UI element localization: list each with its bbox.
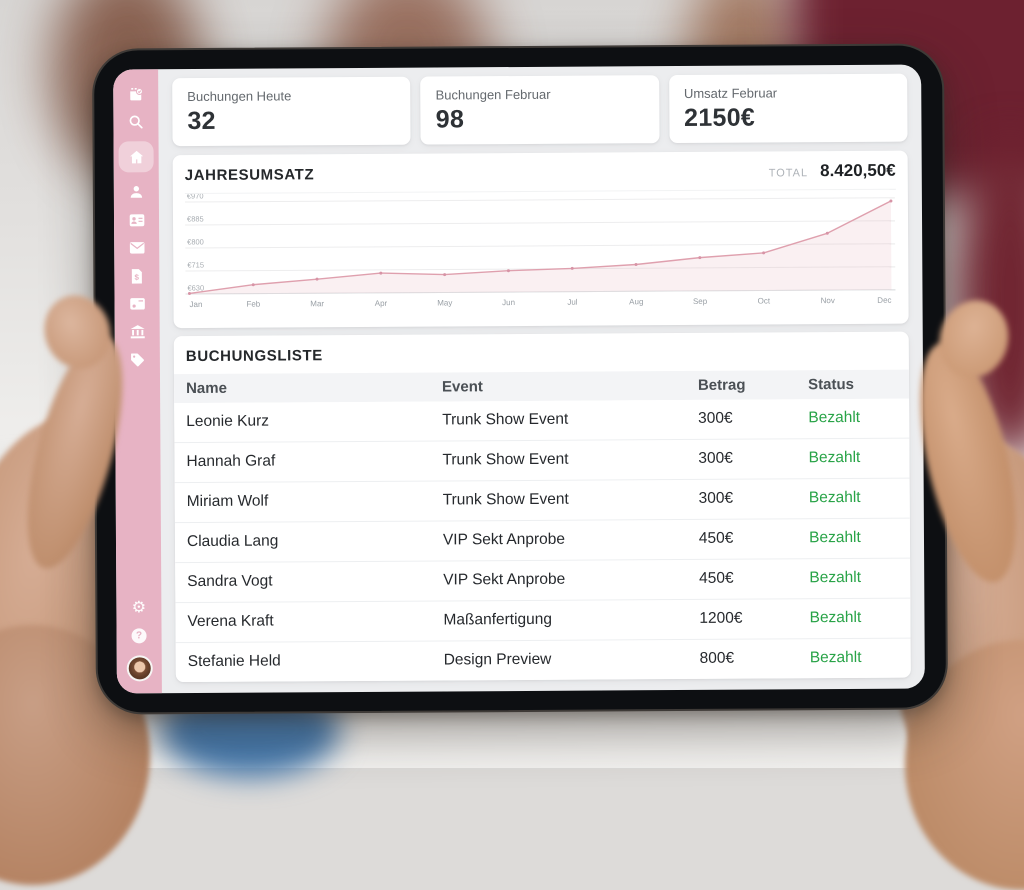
stat-value: 32	[187, 106, 396, 136]
cell-betrag: 1200€	[699, 609, 809, 628]
sidebar-bottom-group: ⚙ ?	[126, 600, 152, 681]
cell-status: Bezahlt	[809, 489, 898, 508]
cell-status: Bezahlt	[810, 609, 899, 628]
cell-status: Bezahlt	[809, 449, 898, 468]
svg-text:Jun: Jun	[502, 298, 515, 307]
stat-label: Buchungen Februar	[436, 86, 644, 102]
cell-betrag: 300€	[698, 449, 808, 468]
contacts-card-icon[interactable]	[128, 211, 145, 228]
stat-card-umsatz-februar: Umsatz Februar 2150€	[669, 74, 908, 143]
cell-betrag: 800€	[700, 649, 810, 668]
mail-icon[interactable]	[128, 239, 145, 256]
cell-event: Design Preview	[444, 650, 700, 670]
table-title: BUCHUNGSLISTE	[174, 334, 909, 374]
cell-name: Leonie Kurz	[186, 411, 442, 431]
cell-event: Trunk Show Event	[442, 450, 698, 470]
table-row[interactable]: Claudia Lang VIP Sekt Anprobe 450€ Bezah…	[175, 518, 910, 562]
customer-icon[interactable]	[128, 183, 145, 200]
cell-name: Miriam Wolf	[187, 491, 443, 511]
stat-value: 2150€	[684, 103, 893, 133]
buchungsliste-card: BUCHUNGSLISTE Name Event Betrag Status L…	[174, 332, 911, 682]
svg-text:Jan: Jan	[190, 300, 203, 309]
svg-text:May: May	[437, 298, 452, 307]
cell-name: Stefanie Held	[188, 651, 444, 671]
svg-text:Feb: Feb	[246, 300, 260, 309]
chart-header: JAHRESUMSATZ TOTAL 8.420,50€	[185, 161, 896, 194]
cell-betrag: 300€	[699, 489, 809, 508]
cell-event: VIP Sekt Anprobe	[443, 530, 699, 550]
settings-gear-icon[interactable]: ⚙	[132, 600, 146, 616]
cell-event: Trunk Show Event	[443, 490, 699, 510]
table-row[interactable]: Verena Kraft Maßanfertigung 1200€ Bezahl…	[175, 598, 910, 642]
svg-text:Apr: Apr	[375, 299, 388, 308]
column-header-event: Event	[442, 377, 698, 396]
svg-text:Jul: Jul	[567, 298, 578, 307]
column-header-name: Name	[186, 378, 442, 397]
svg-text:€800: €800	[187, 237, 204, 246]
svg-text:€885: €885	[187, 214, 204, 223]
help-icon[interactable]: ?	[132, 628, 147, 643]
column-header-betrag: Betrag	[698, 376, 808, 394]
svg-text:Sep: Sep	[693, 297, 708, 306]
bank-icon[interactable]	[129, 323, 146, 340]
profile-avatar[interactable]	[126, 655, 152, 681]
svg-text:Nov: Nov	[821, 296, 835, 305]
tablet-device: $ ⚙ ? Buchungen Heute 32	[92, 43, 948, 714]
stats-row: Buchungen Heute 32 Buchungen Februar 98 …	[172, 74, 907, 146]
table-row[interactable]: Sandra Vogt VIP Sekt Anprobe 450€ Bezahl…	[175, 558, 910, 602]
tag-icon[interactable]	[129, 351, 146, 368]
cell-betrag: 300€	[698, 409, 808, 428]
table-row[interactable]: Miriam Wolf Trunk Show Event 300€ Bezahl…	[175, 478, 910, 522]
svg-text:€715: €715	[187, 260, 204, 269]
cell-name: Hannah Graf	[186, 451, 442, 471]
svg-text:Dec: Dec	[877, 296, 891, 305]
stat-label: Buchungen Heute	[187, 88, 395, 104]
stat-card-buchungen-februar: Buchungen Februar 98	[420, 75, 659, 144]
home-icon	[128, 148, 145, 165]
svg-text:Oct: Oct	[758, 296, 771, 305]
cell-betrag: 450€	[699, 569, 809, 588]
svg-text:$: $	[135, 272, 140, 281]
table-body: Leonie Kurz Trunk Show Event 300€ Bezahl…	[174, 399, 911, 682]
chart-total: TOTAL 8.420,50€	[769, 161, 896, 182]
stat-card-buchungen-heute: Buchungen Heute 32	[172, 77, 411, 146]
invoice-icon[interactable]: $	[128, 267, 145, 284]
cell-event: Trunk Show Event	[442, 410, 698, 430]
cell-name: Verena Kraft	[187, 611, 443, 631]
cell-name: Sandra Vogt	[187, 571, 443, 591]
table-row[interactable]: Hannah Graf Trunk Show Event 300€ Bezahl…	[174, 438, 909, 482]
cell-event: VIP Sekt Anprobe	[443, 570, 699, 590]
table-row[interactable]: Stefanie Held Design Preview 800€ Bezahl…	[176, 638, 911, 682]
cell-betrag: 450€	[699, 529, 809, 548]
chart-title: JAHRESUMSATZ	[185, 166, 315, 184]
column-header-status: Status	[808, 376, 897, 394]
stat-value: 98	[436, 104, 645, 134]
tablet-screen: $ ⚙ ? Buchungen Heute 32	[113, 65, 925, 694]
booking-logo-icon[interactable]	[127, 85, 144, 102]
cell-name: Claudia Lang	[187, 531, 443, 551]
table-row[interactable]: Leonie Kurz Trunk Show Event 300€ Bezahl…	[174, 399, 909, 442]
stat-label: Umsatz Februar	[684, 85, 892, 101]
payments-icon[interactable]	[128, 295, 145, 312]
cell-status: Bezahlt	[809, 529, 898, 548]
cell-status: Bezahlt	[808, 409, 897, 428]
cell-status: Bezahlt	[809, 569, 898, 588]
main-content: Buchungen Heute 32 Buchungen Februar 98 …	[158, 65, 925, 694]
svg-text:Aug: Aug	[629, 297, 643, 306]
total-value: 8.420,50€	[820, 161, 896, 181]
total-label: TOTAL	[769, 167, 809, 179]
sidebar-item-home-active[interactable]	[119, 141, 154, 172]
cell-status: Bezahlt	[810, 649, 899, 668]
jahresumsatz-card: JAHRESUMSATZ TOTAL 8.420,50€ €970€885€80…	[173, 151, 909, 328]
cell-event: Maßanfertigung	[443, 610, 699, 630]
search-icon[interactable]	[127, 113, 144, 130]
svg-text:Mar: Mar	[310, 299, 324, 308]
table-header-row: Name Event Betrag Status	[174, 370, 909, 403]
